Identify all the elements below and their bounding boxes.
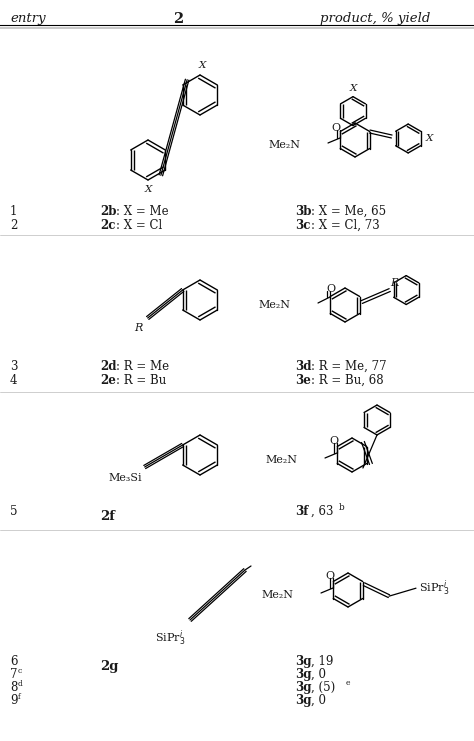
- Text: X: X: [349, 84, 357, 93]
- Text: O: O: [327, 284, 336, 294]
- Text: 3g: 3g: [295, 694, 311, 707]
- Text: d: d: [18, 680, 23, 688]
- Text: Me₃Si: Me₃Si: [108, 473, 142, 483]
- Text: O: O: [331, 123, 340, 133]
- Text: R: R: [134, 323, 143, 333]
- Text: c: c: [18, 667, 22, 675]
- Text: , 0: , 0: [311, 668, 326, 681]
- Text: SiPr$^i_3$: SiPr$^i_3$: [419, 579, 449, 598]
- Text: 8: 8: [10, 681, 18, 694]
- Text: : X = Cl: : X = Cl: [116, 219, 162, 232]
- Text: 3f: 3f: [295, 505, 309, 518]
- Text: 7: 7: [10, 668, 18, 681]
- Text: X: X: [426, 134, 433, 143]
- Text: 2c: 2c: [100, 219, 115, 232]
- Text: 2: 2: [173, 12, 183, 26]
- Text: 5: 5: [10, 505, 18, 518]
- Text: X: X: [144, 185, 152, 194]
- Text: 2f: 2f: [100, 510, 115, 523]
- Text: , 0: , 0: [311, 694, 326, 707]
- Text: 3g: 3g: [295, 668, 311, 681]
- Text: X: X: [198, 61, 206, 70]
- Text: 3e: 3e: [295, 374, 311, 387]
- Text: 4: 4: [10, 374, 18, 387]
- Text: O: O: [326, 571, 335, 581]
- Text: 3b: 3b: [295, 205, 311, 218]
- Text: : X = Cl, 73: : X = Cl, 73: [311, 219, 380, 232]
- Text: , (5): , (5): [311, 681, 335, 694]
- Text: 2d: 2d: [100, 360, 117, 373]
- Text: entry: entry: [10, 12, 46, 25]
- Text: , 63: , 63: [311, 505, 334, 518]
- Text: 3c: 3c: [295, 219, 310, 232]
- Text: f: f: [18, 693, 21, 701]
- Text: 3g: 3g: [295, 681, 311, 694]
- Text: Me₂N: Me₂N: [258, 300, 290, 310]
- Text: Me₂N: Me₂N: [268, 140, 300, 150]
- Text: : R = Bu: : R = Bu: [116, 374, 166, 387]
- Text: b: b: [339, 503, 345, 512]
- Text: 2e: 2e: [100, 374, 116, 387]
- Text: e: e: [346, 679, 350, 687]
- Text: : X = Me: : X = Me: [116, 205, 169, 218]
- Text: 2: 2: [10, 219, 18, 232]
- Text: : X = Me, 65: : X = Me, 65: [311, 205, 386, 218]
- Text: product, % yield: product, % yield: [320, 12, 430, 25]
- Text: R: R: [390, 278, 398, 288]
- Text: 2g: 2g: [100, 660, 118, 673]
- Text: , 19: , 19: [311, 655, 333, 668]
- Text: SiPr$^i_3$: SiPr$^i_3$: [155, 628, 185, 648]
- Text: 2b: 2b: [100, 205, 117, 218]
- Text: : R = Me: : R = Me: [116, 360, 169, 373]
- Text: 1: 1: [10, 205, 18, 218]
- Text: Me₂N: Me₂N: [265, 455, 297, 465]
- Text: 6: 6: [10, 655, 18, 668]
- Text: 9: 9: [10, 694, 18, 707]
- Text: Me₂N: Me₂N: [261, 590, 293, 600]
- Text: : R = Me, 77: : R = Me, 77: [311, 360, 387, 373]
- Text: 3g: 3g: [295, 655, 311, 668]
- Text: 3d: 3d: [295, 360, 311, 373]
- Text: 3: 3: [10, 360, 18, 373]
- Text: O: O: [329, 436, 338, 446]
- Text: : R = Bu, 68: : R = Bu, 68: [311, 374, 383, 387]
